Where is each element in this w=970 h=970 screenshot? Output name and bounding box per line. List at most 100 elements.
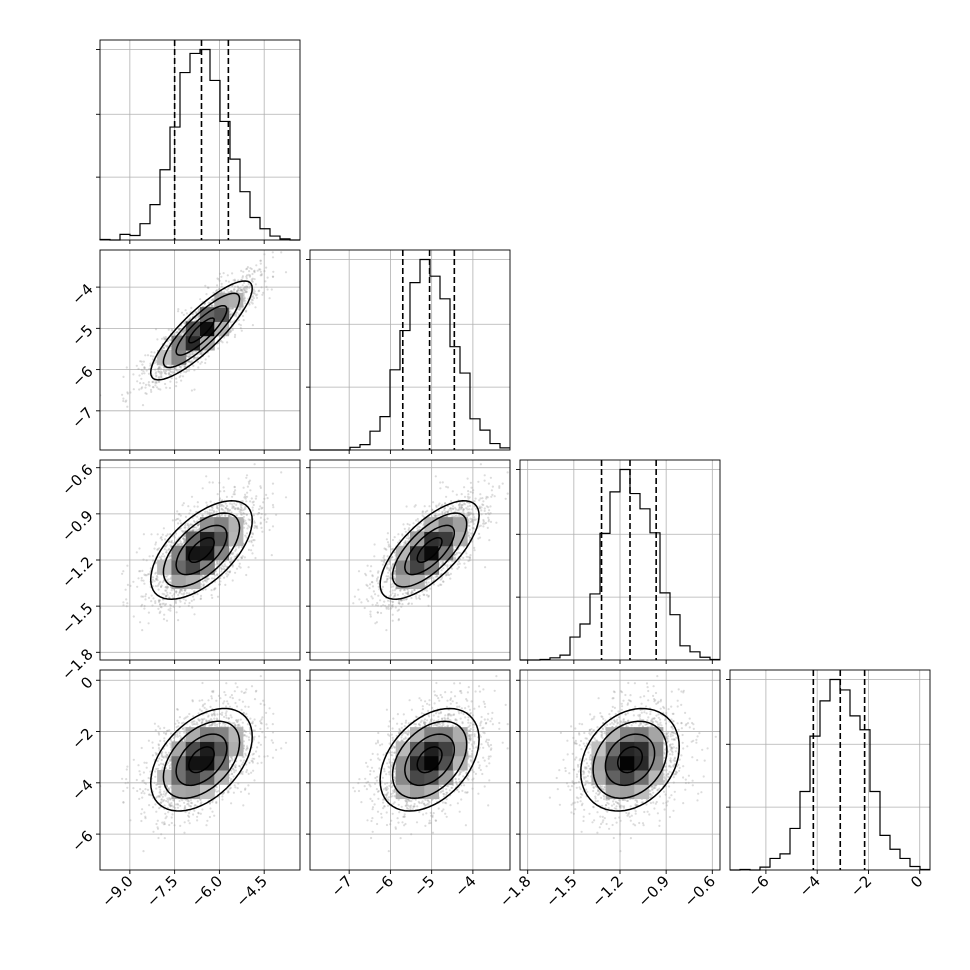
sample-point: [271, 275, 275, 278]
sample-point: [239, 324, 242, 327]
sample-point: [242, 319, 245, 322]
sample-point: [179, 519, 182, 522]
sample-point: [165, 589, 168, 592]
sample-point: [259, 268, 262, 271]
sample-point: [228, 313, 232, 316]
sample-point: [238, 289, 241, 292]
sample-point: [254, 283, 257, 286]
sample-point: [180, 324, 183, 327]
sample-point: [221, 504, 224, 507]
sample-point: [245, 285, 248, 288]
sample-point: [222, 565, 225, 568]
sample-point: [253, 270, 256, 273]
sample-point: [240, 269, 243, 272]
sample-point: [182, 502, 185, 505]
sample-point: [230, 290, 233, 293]
sample-point: [247, 283, 250, 286]
sample-point: [190, 599, 193, 602]
sample-point: [206, 578, 209, 581]
sample-point: [181, 543, 184, 546]
sample-point: [239, 307, 242, 310]
sample-point: [162, 527, 165, 530]
sample-point: [175, 590, 178, 593]
sample-point: [169, 558, 172, 561]
sample-point: [249, 285, 252, 288]
sample-point: [200, 361, 203, 364]
sample-point: [458, 501, 461, 504]
sample-point: [248, 303, 251, 306]
sample-point: [471, 512, 475, 515]
sample-point: [231, 328, 235, 331]
sample-point: [280, 471, 283, 474]
sample-point: [434, 514, 437, 517]
sample-point: [271, 482, 275, 485]
sample-point: [222, 486, 225, 489]
sample-point: [263, 253, 266, 256]
sample-point: [139, 382, 142, 385]
sample-point: [229, 310, 232, 313]
sample-point: [197, 316, 200, 319]
sample-point: [245, 277, 248, 280]
sample-point: [159, 603, 162, 606]
sample-point: [144, 383, 148, 386]
sample-point: [160, 374, 163, 377]
sample-point: [231, 503, 234, 506]
sample-point: [193, 590, 196, 593]
sample-point: [260, 512, 263, 516]
sample-point: [166, 586, 169, 589]
contour-line: [162, 512, 241, 588]
sample-point: [236, 285, 239, 288]
sample-point: [143, 573, 146, 576]
sample-point: [253, 520, 256, 523]
sample-point: [210, 589, 213, 592]
sample-point: [154, 359, 157, 362]
sample-point: [159, 580, 162, 583]
sample-point: [214, 587, 217, 590]
sample-point: [187, 505, 190, 508]
sample-point: [253, 526, 256, 529]
sample-point: [233, 288, 236, 291]
sample-point: [245, 532, 249, 535]
sample-point: [238, 562, 241, 565]
sample-point: [186, 369, 189, 373]
sample-point: [251, 324, 254, 327]
sample-point: [383, 559, 386, 562]
sample-point: [151, 554, 154, 558]
sample-point: [230, 556, 233, 559]
sample-point: [140, 595, 143, 598]
sample-point: [210, 299, 213, 302]
sample-point: [232, 493, 235, 496]
sample-point: [170, 541, 173, 544]
sample-point: [251, 302, 254, 305]
sample-point: [167, 369, 170, 372]
sample-point: [204, 361, 207, 365]
sample-point: [187, 360, 190, 363]
sample-point: [169, 592, 172, 595]
sample-point: [151, 559, 155, 562]
sample-point: [179, 332, 183, 335]
sample-point: [192, 350, 195, 353]
sample-point: [132, 615, 135, 618]
sample-point: [222, 272, 225, 275]
sample-point: [250, 549, 253, 552]
sample-point: [165, 534, 168, 537]
sample-point: [151, 580, 154, 584]
sample-point: [393, 536, 396, 539]
sample-point: [219, 577, 222, 580]
sample-point: [245, 513, 248, 516]
sample-point: [229, 330, 232, 333]
sample-point: [210, 594, 213, 597]
sample-point: [238, 565, 241, 568]
sample-point: [232, 505, 235, 508]
sample-point: [168, 368, 171, 371]
sample-point: [237, 289, 240, 292]
y-tick-label: −1.8: [58, 645, 96, 683]
sample-point: [164, 604, 167, 607]
sample-point: [236, 507, 239, 510]
sample-point: [233, 507, 236, 510]
sample-point: [240, 507, 243, 510]
contour-line: [175, 304, 228, 356]
sample-point: [165, 372, 168, 375]
sample-point: [235, 514, 238, 517]
